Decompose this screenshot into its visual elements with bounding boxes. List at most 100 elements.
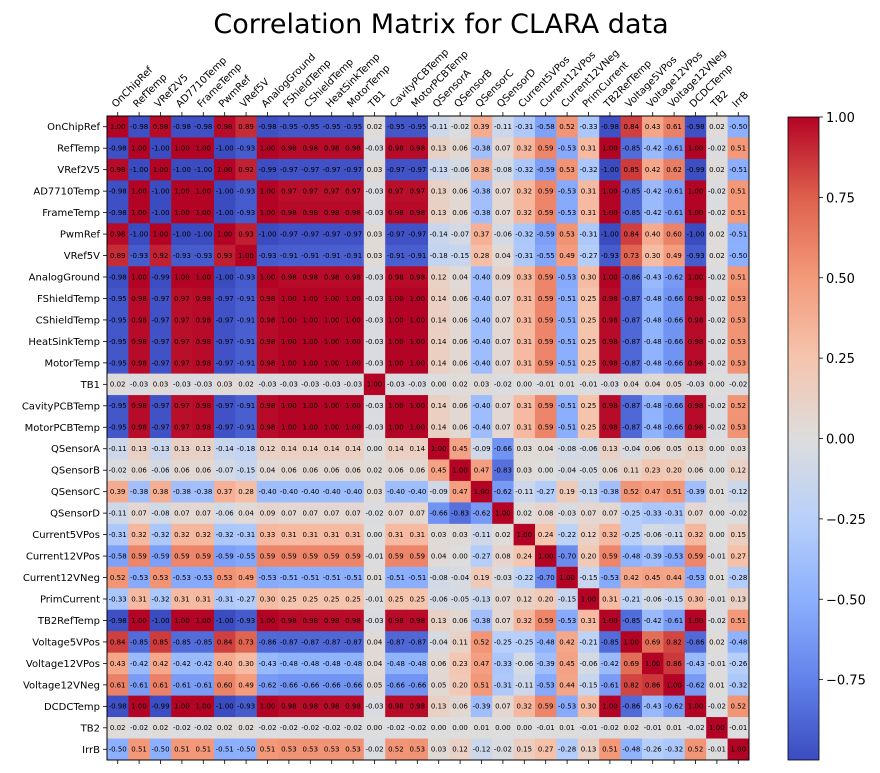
heatmap-cell — [256, 674, 279, 696]
cell-value-label: 1.00 — [410, 295, 426, 303]
heatmap-cell — [620, 695, 643, 718]
cell-value-label: -0.93 — [237, 703, 255, 711]
cell-value-label: -0.53 — [558, 273, 576, 281]
cell-value-label: 0.44 — [559, 681, 575, 689]
heatmap-cell — [128, 116, 151, 138]
cell-value-label: -0.43 — [644, 273, 662, 281]
heatmap-cell — [663, 588, 686, 611]
heatmap-cell — [363, 309, 386, 332]
heatmap-cell — [128, 309, 151, 332]
heatmap-cell — [492, 717, 514, 739]
cell-value-label: -0.87 — [622, 338, 640, 346]
heatmap-cell — [663, 416, 686, 439]
heatmap-cell — [235, 652, 258, 675]
heatmap-cell — [513, 352, 536, 374]
cell-value-label: 0.98 — [260, 338, 276, 346]
heatmap-cell — [577, 266, 600, 289]
heatmap-cell — [449, 523, 472, 546]
cell-value-label: 0.07 — [495, 188, 511, 196]
cell-value-label: 0.13 — [431, 145, 447, 153]
cell-value-label: -0.95 — [323, 123, 341, 131]
heatmap-cell — [706, 116, 728, 138]
heatmap-cell — [321, 459, 343, 482]
cell-value-label: -0.87 — [622, 402, 640, 410]
cell-value-label: -0.91 — [301, 252, 319, 260]
cell-value-label: -0.66 — [301, 681, 320, 689]
cell-value-label: 0.98 — [602, 295, 618, 303]
cell-value-label: -0.62 — [494, 488, 512, 496]
cell-value-label: 0.43 — [110, 660, 126, 668]
cell-value-label: -0.27 — [537, 488, 555, 496]
heatmap-cell — [599, 116, 621, 138]
cell-value-label: 0.02 — [709, 166, 725, 174]
heatmap-cell — [727, 373, 750, 396]
heatmap-cell — [513, 244, 536, 267]
cell-value-label: -0.03 — [601, 381, 619, 389]
heatmap-cell — [235, 223, 258, 246]
cell-value-label: 0.89 — [238, 123, 254, 131]
heatmap-cell — [684, 223, 707, 246]
cell-value-label: 0.12 — [731, 467, 747, 475]
cell-value-label: 0.00 — [709, 381, 725, 389]
cell-value-label: 1.00 — [260, 188, 276, 196]
cell-value-label: -0.95 — [301, 123, 319, 131]
heatmap-cell — [599, 695, 621, 718]
heatmap-cell — [235, 545, 258, 568]
y-tick-label: CavityPCBTemp — [22, 401, 100, 412]
heatmap-cell — [513, 201, 536, 224]
cell-value-label: 0.51 — [731, 617, 747, 625]
heatmap-cell — [385, 717, 407, 739]
heatmap-cell — [278, 695, 300, 718]
cell-value-label: -0.33 — [644, 510, 662, 518]
heatmap-cell — [620, 330, 643, 353]
heatmap-cell — [406, 674, 429, 696]
heatmap-cell — [513, 674, 536, 696]
cell-value-label: 0.00 — [431, 724, 447, 732]
cell-value-label: 0.97 — [174, 402, 190, 410]
heatmap-cell — [492, 588, 514, 611]
cell-value-label: 0.25 — [581, 424, 597, 432]
heatmap-cell — [214, 631, 236, 654]
heatmap-cell — [449, 180, 472, 203]
heatmap-cell — [299, 459, 322, 482]
cell-value-label: 1.00 — [345, 424, 361, 432]
heatmap-cell — [727, 523, 750, 546]
cell-value-label: -0.53 — [537, 681, 555, 689]
cell-value-label: -0.51 — [216, 746, 234, 754]
cell-value-label: 0.98 — [388, 209, 404, 217]
heatmap-cell — [684, 588, 707, 611]
cell-value-label: -0.98 — [173, 123, 191, 131]
heatmap-cell — [321, 352, 343, 374]
cell-value-label: 0.15 — [517, 746, 533, 754]
heatmap-cell — [577, 395, 600, 417]
cell-value-label: 0.59 — [688, 552, 704, 560]
heatmap-cell — [449, 652, 472, 675]
cell-value-label: -0.62 — [258, 681, 276, 689]
heatmap-cell — [706, 502, 728, 525]
cell-value-label: -0.13 — [430, 166, 448, 174]
heatmap-cell — [706, 459, 728, 482]
heatmap-cell — [513, 738, 536, 761]
cell-value-label: -0.70 — [537, 574, 555, 582]
heatmap-cell — [171, 523, 193, 546]
cell-value-label: -0.61 — [665, 209, 683, 217]
heatmap-cell — [470, 352, 493, 374]
cell-value-label: 0.31 — [517, 295, 533, 303]
cell-value-label: -0.48 — [622, 552, 640, 560]
heatmap-cell — [428, 545, 450, 568]
cell-value-label: 0.30 — [645, 252, 661, 260]
heatmap-cell — [299, 502, 322, 525]
cell-value-label: 0.23 — [645, 467, 661, 475]
cell-value-label: -0.97 — [151, 359, 169, 367]
heatmap-cell — [663, 180, 686, 203]
cell-value-label: 0.04 — [367, 638, 383, 646]
cell-value-label: -0.91 — [323, 252, 341, 260]
cell-value-label: -0.15 — [558, 595, 576, 603]
heatmap-cell — [513, 438, 536, 460]
cell-value-label: -0.03 — [365, 617, 383, 625]
cell-value-label: 0.98 — [410, 209, 426, 217]
heatmap-cell — [663, 201, 686, 224]
heatmap-cell — [299, 631, 322, 654]
cell-value-label: -0.03 — [365, 703, 383, 711]
heatmap-cell — [406, 438, 429, 460]
